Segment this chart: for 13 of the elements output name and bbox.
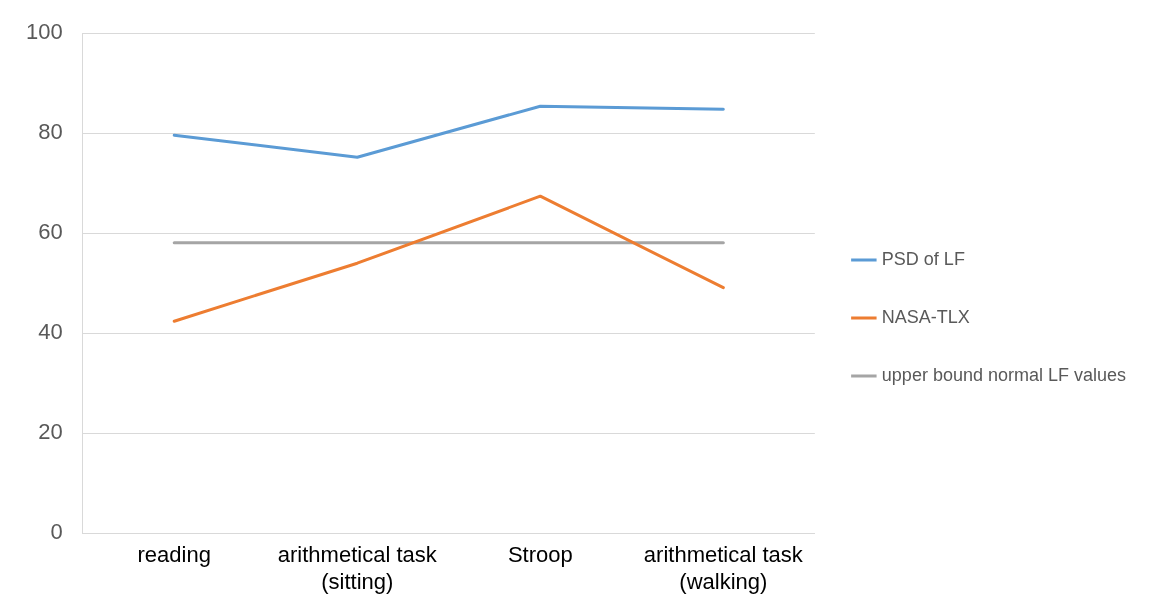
y-tick-label: 80: [38, 119, 63, 145]
legend-label: PSD of LF: [881, 248, 965, 269]
y-tick-label: 20: [38, 419, 63, 445]
y-tick-label: 100: [25, 19, 63, 45]
x-tick-label: Stroop: [507, 542, 573, 568]
y-tick-label: 40: [38, 319, 63, 345]
y-tick-label: 60: [38, 219, 63, 245]
x-tick-label: arithmetical task (walking): [643, 542, 804, 594]
legend-label: NASA-TLX: [881, 306, 970, 327]
y-tick-label: 0: [50, 519, 63, 545]
legend-label: upper bound normal LF values: [881, 364, 1126, 385]
x-tick-label: reading: [137, 542, 211, 568]
x-tick-label: arithmetical task (sitting): [277, 542, 438, 594]
